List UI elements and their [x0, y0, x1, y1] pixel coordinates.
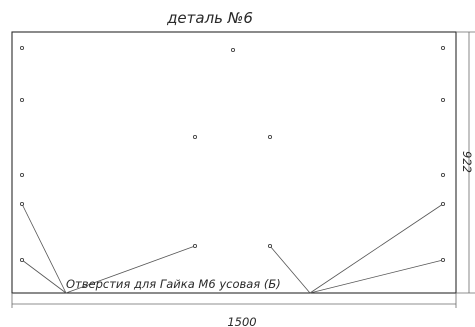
holes: [19, 45, 446, 263]
mounting-hole: [19, 97, 25, 103]
leader-line: [65, 245, 196, 294]
mounting-hole: [440, 257, 446, 263]
mounting-hole: [267, 134, 273, 140]
mounting-hole: [192, 243, 198, 249]
mounting-hole: [192, 134, 198, 140]
mounting-hole: [440, 172, 446, 178]
leader-line: [309, 203, 444, 294]
mounting-hole: [19, 45, 25, 51]
mounting-hole: [440, 97, 446, 103]
mounting-hole: [440, 45, 446, 51]
mounting-hole: [230, 47, 236, 53]
mounting-hole: [267, 243, 273, 249]
holes-callout-label: Отверстия для Гайка М6 усовая (Б): [66, 277, 281, 291]
leader-line: [309, 259, 444, 294]
part-outline: [11, 31, 457, 294]
leader-lines: [21, 203, 444, 294]
leader-line: [269, 245, 311, 294]
mounting-hole: [19, 172, 25, 178]
leader-line: [21, 203, 67, 294]
mounting-hole: [19, 257, 25, 263]
height-dimension-value: 922: [460, 151, 474, 173]
leader-line: [21, 259, 67, 294]
mounting-hole: [19, 201, 25, 207]
width-dimension-value: 1500: [227, 315, 256, 327]
mounting-hole: [440, 201, 446, 207]
drawing-title: деталь №6: [166, 9, 253, 27]
